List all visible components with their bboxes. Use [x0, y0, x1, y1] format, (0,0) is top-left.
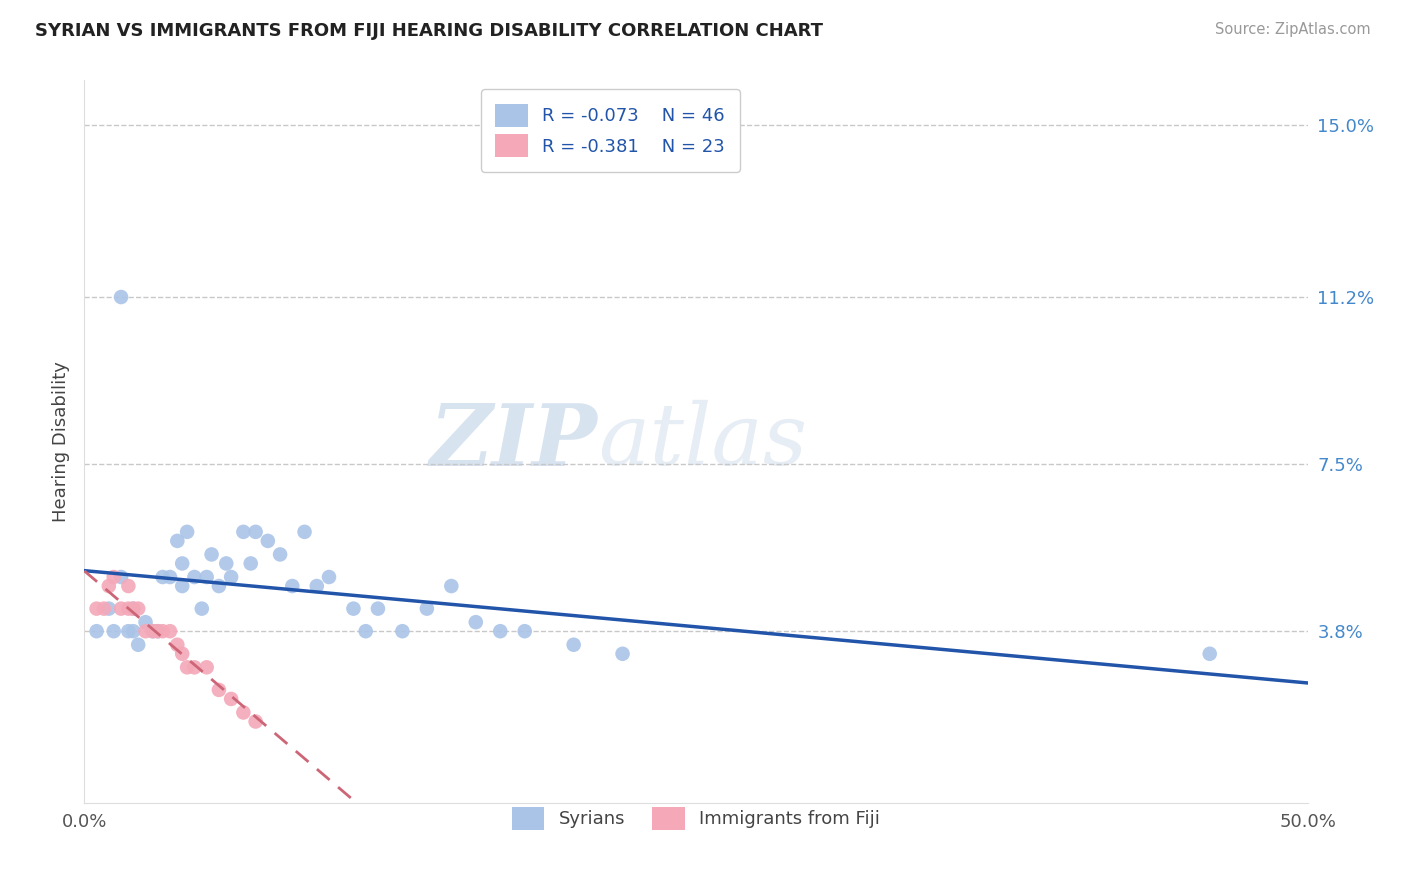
- Point: [562, 638, 585, 652]
- Y-axis label: Hearing Disability: Hearing Disability: [52, 361, 70, 522]
- Text: SYRIAN VS IMMIGRANTS FROM FIJI HEARING DISABILITY CORRELATION CHART: SYRIAN VS IMMIGRANTS FROM FIJI HEARING D…: [35, 22, 823, 40]
- Point: [176, 660, 198, 674]
- Point: [152, 624, 174, 639]
- Point: [513, 624, 536, 639]
- Point: [152, 570, 174, 584]
- Point: [219, 692, 242, 706]
- Point: [86, 624, 108, 639]
- Point: [208, 682, 231, 697]
- Text: ZIP: ZIP: [430, 400, 598, 483]
- Text: Source: ZipAtlas.com: Source: ZipAtlas.com: [1215, 22, 1371, 37]
- Point: [245, 714, 267, 729]
- Point: [166, 533, 188, 548]
- Point: [176, 524, 198, 539]
- Point: [245, 524, 267, 539]
- Point: [122, 624, 145, 639]
- Point: [166, 638, 188, 652]
- Point: [294, 524, 316, 539]
- Point: [122, 601, 145, 615]
- Point: [215, 557, 238, 571]
- Point: [269, 548, 291, 562]
- Point: [110, 290, 132, 304]
- Point: [122, 601, 145, 615]
- Point: [464, 615, 486, 630]
- Point: [142, 624, 165, 639]
- Point: [135, 624, 157, 639]
- Point: [146, 624, 169, 639]
- Point: [1198, 647, 1220, 661]
- Point: [367, 601, 389, 615]
- Point: [97, 601, 120, 615]
- Point: [117, 624, 139, 639]
- Point: [127, 638, 149, 652]
- Point: [239, 557, 262, 571]
- Point: [440, 579, 463, 593]
- Point: [110, 601, 132, 615]
- Point: [208, 579, 231, 593]
- Point: [159, 624, 181, 639]
- Point: [219, 570, 242, 584]
- Point: [86, 601, 108, 615]
- Point: [103, 624, 125, 639]
- Point: [232, 524, 254, 539]
- Point: [195, 660, 218, 674]
- Point: [97, 579, 120, 593]
- Legend: Syrians, Immigrants from Fiji: Syrians, Immigrants from Fiji: [505, 799, 887, 837]
- Point: [200, 548, 222, 562]
- Point: [103, 570, 125, 584]
- Point: [117, 601, 139, 615]
- Point: [142, 624, 165, 639]
- Point: [342, 601, 364, 615]
- Point: [127, 601, 149, 615]
- Point: [305, 579, 328, 593]
- Point: [232, 706, 254, 720]
- Point: [318, 570, 340, 584]
- Point: [159, 570, 181, 584]
- Point: [146, 624, 169, 639]
- Point: [257, 533, 280, 548]
- Point: [183, 570, 205, 584]
- Point: [135, 615, 157, 630]
- Point: [183, 660, 205, 674]
- Point: [391, 624, 413, 639]
- Point: [191, 601, 214, 615]
- Text: atlas: atlas: [598, 401, 807, 483]
- Point: [416, 601, 439, 615]
- Point: [93, 601, 115, 615]
- Point: [117, 579, 139, 593]
- Point: [489, 624, 512, 639]
- Point: [354, 624, 377, 639]
- Point: [612, 647, 634, 661]
- Point: [172, 579, 194, 593]
- Point: [110, 570, 132, 584]
- Point: [195, 570, 218, 584]
- Point: [281, 579, 304, 593]
- Point: [172, 557, 194, 571]
- Point: [172, 647, 194, 661]
